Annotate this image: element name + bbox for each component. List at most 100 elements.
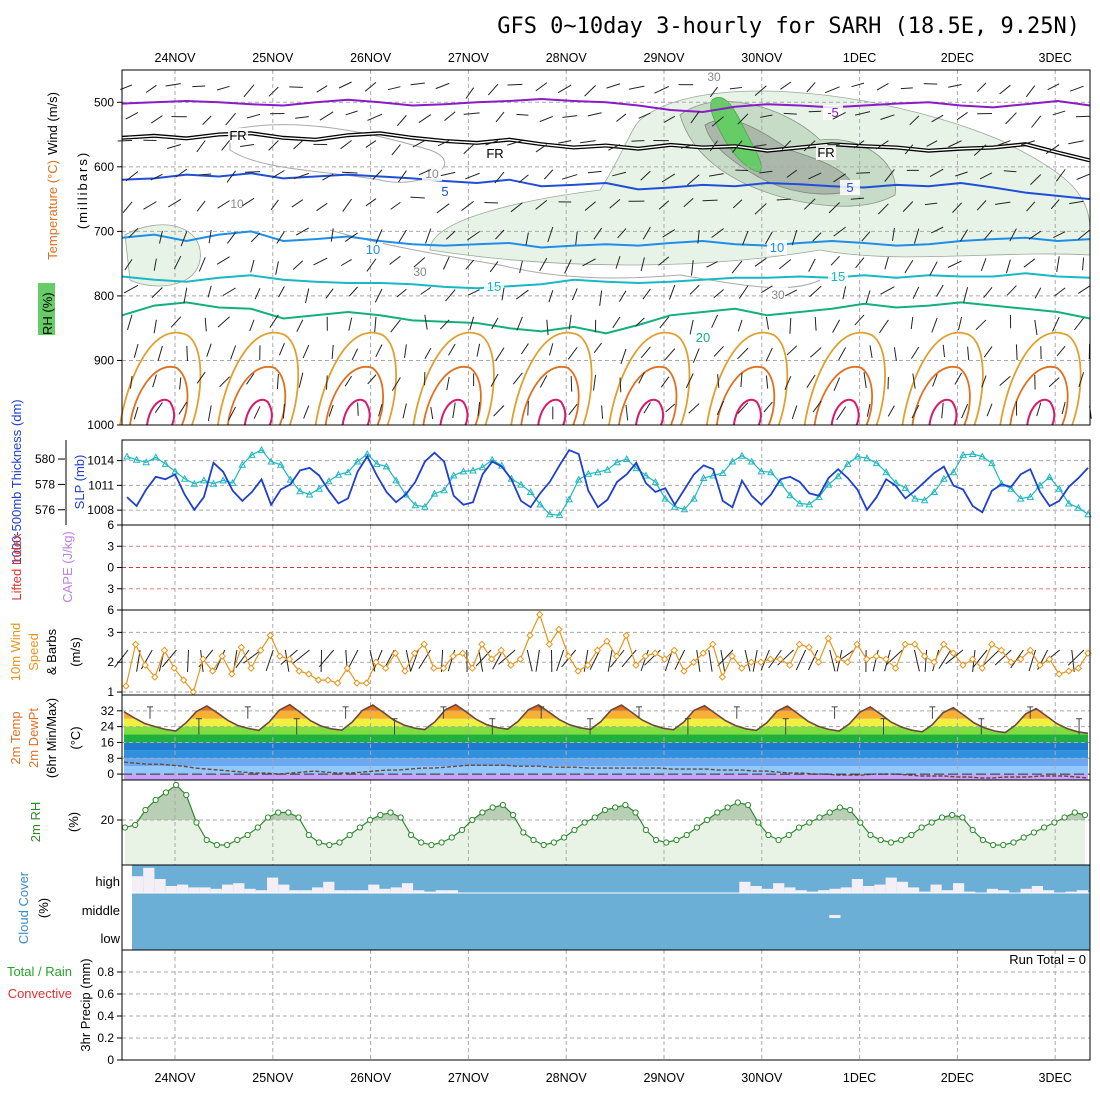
wind10m-point [362, 679, 371, 687]
rh2m-point [1041, 824, 1048, 831]
wind-barb [643, 402, 651, 414]
wind-barb [151, 287, 163, 298]
wind10m-point [141, 661, 149, 669]
wind-barb [469, 316, 475, 330]
cloud-high-bar [154, 879, 166, 893]
slp-point [747, 457, 756, 465]
cloud-high-bar [784, 887, 796, 893]
wind-barb [808, 172, 822, 180]
y-tick-label: 1 [107, 685, 114, 699]
slp-point [824, 480, 833, 488]
wind-barb [217, 316, 230, 328]
wind-barb [495, 347, 505, 362]
wind-barb [418, 114, 432, 124]
rh2m-point [346, 831, 353, 839]
wind10m-point [891, 664, 900, 672]
rh2m-point [714, 809, 721, 816]
wind-barb [959, 229, 969, 242]
wind-barb [910, 316, 914, 330]
wind-barb [663, 115, 676, 123]
rh2m-point [949, 811, 956, 819]
rh2m-point [428, 841, 435, 849]
rh2m-point [264, 814, 272, 821]
wind-barb [265, 649, 274, 672]
wind-barb [340, 258, 352, 266]
wind-barb [780, 81, 792, 90]
contour-label-bg [410, 264, 430, 279]
wind-barb [316, 85, 328, 93]
wind-barb [405, 649, 412, 672]
wind-barb [206, 343, 212, 357]
wind-barb [254, 287, 261, 300]
wind10m-point [699, 649, 707, 657]
rh2m-point [387, 809, 394, 816]
wind10m-point [1016, 655, 1025, 663]
wind-barb [498, 649, 516, 665]
wind-barb [999, 84, 1011, 95]
temp-contour-25 [412, 331, 495, 426]
slp-point [949, 468, 958, 476]
cloud-high-bar [998, 890, 1010, 893]
wind-barb [668, 284, 676, 300]
rh2m-point [509, 811, 517, 819]
rh2m-point [938, 814, 946, 821]
wind-barb [880, 286, 895, 295]
rh2m-point [591, 814, 598, 821]
wind-barb [754, 257, 767, 267]
wind10m-point [372, 658, 380, 666]
wind-barb [1048, 377, 1060, 388]
slp-point [565, 495, 573, 503]
wind10m-point [555, 625, 563, 634]
wind-barb [833, 226, 846, 237]
wind10m-point [458, 649, 467, 657]
wind-barb [936, 284, 944, 297]
wind10m-point [959, 661, 967, 669]
wind-barb [293, 140, 304, 150]
wind-barb [463, 144, 474, 154]
wind10m-point [593, 646, 602, 655]
temp-contour-10 [121, 230, 1091, 249]
temp-contour-35 [928, 398, 958, 426]
wind-barb [593, 342, 602, 354]
wind-barb [398, 229, 407, 243]
wind-barb [832, 112, 846, 120]
wind-barb [640, 170, 651, 181]
wind-barb [535, 649, 540, 672]
wind-barb [170, 316, 182, 328]
wind-barb [230, 345, 237, 360]
wind-barb [373, 649, 383, 671]
cloud-high-bar [222, 884, 234, 893]
rh2m-point [224, 841, 231, 849]
wind-barb [342, 171, 358, 174]
wind-barb [495, 229, 505, 240]
cloud-high-bar [233, 883, 245, 893]
rh2m-point [469, 816, 476, 824]
cape-label: CAPE (J/kg) [60, 531, 75, 603]
y-tick-label: 1014 [87, 454, 114, 468]
contour-label-bg [363, 242, 383, 257]
rh2m-point [173, 781, 180, 789]
wind10m-point [1074, 664, 1083, 672]
wind10m-point [949, 649, 958, 657]
wind-barb [838, 347, 847, 361]
y-tick-label: 600 [94, 160, 114, 174]
slp-point [699, 473, 708, 481]
wind-barb [731, 260, 743, 274]
rh2m-point [479, 809, 486, 816]
wind-barb [284, 649, 290, 672]
cloud-high-bar [401, 883, 414, 893]
cloud-level-label: low [100, 931, 120, 946]
rh2m-point [887, 839, 895, 846]
wind-barb [999, 375, 1011, 386]
wind-barb [692, 348, 700, 363]
rh2m-area [125, 785, 1085, 865]
cloud-high-bar [424, 891, 436, 893]
wind-barb [716, 400, 725, 416]
wind-barb [123, 284, 139, 294]
wind-barb [150, 173, 163, 181]
wind10m-point [516, 655, 525, 663]
wind-barb [875, 140, 889, 150]
slp-point [248, 450, 256, 458]
wind10m-point [266, 631, 275, 640]
wind10m-point [295, 667, 303, 675]
